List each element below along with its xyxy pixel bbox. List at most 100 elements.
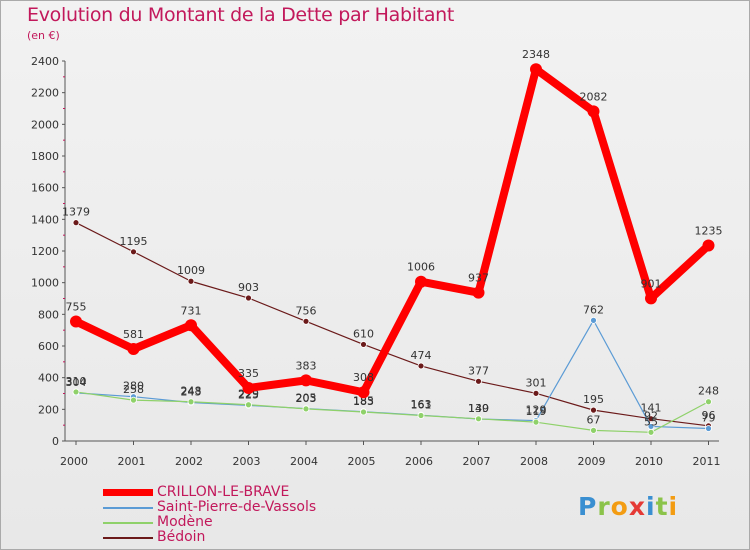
data-point [587, 105, 600, 118]
x-tick-label: 2011 [693, 455, 721, 468]
data-point [300, 374, 312, 387]
logo-letter: i [668, 492, 679, 521]
data-label: 96 [702, 409, 716, 422]
legend-label: Saint-Pierre-de-Vassols [157, 499, 317, 515]
data-point [302, 317, 310, 325]
chart-title: Evolution du Montant de la Dette par Hab… [27, 4, 455, 26]
data-label: 383 [296, 359, 317, 372]
data-label: 280 [123, 380, 144, 393]
data-label: 258 [123, 383, 144, 396]
data-point [647, 415, 655, 423]
data-label: 301 [526, 376, 547, 389]
x-tick-label: 2001 [118, 455, 146, 468]
y-tick-label: 1000 [31, 277, 59, 290]
data-point [185, 319, 197, 332]
x-tick-label: 2007 [463, 455, 491, 468]
data-label: 55 [644, 415, 658, 428]
x-tick-label: 2004 [290, 455, 318, 468]
data-point [245, 401, 252, 409]
data-label: 308 [353, 371, 374, 384]
data-point [475, 377, 482, 385]
data-point [130, 396, 137, 404]
x-tick-label: 2000 [60, 455, 88, 468]
y-tick-label: 1600 [31, 182, 59, 195]
x-tick-label: 2002 [175, 455, 203, 468]
data-label: 610 [353, 327, 374, 340]
line-chart: 0 200 400 600 800 1000 1200 1400 1600 1800 2000 220… [31, 48, 723, 468]
x-tick-label: 2008 [520, 455, 548, 468]
data-label: 139 [468, 402, 489, 415]
data-point [705, 425, 712, 432]
data-point [590, 406, 597, 414]
data-label: 1235 [695, 224, 723, 237]
data-label: 243 [181, 386, 202, 399]
data-point [647, 428, 655, 436]
data-label: 203 [296, 392, 317, 405]
data-point [360, 341, 367, 348]
legend-swatch [103, 507, 153, 509]
logo-letter: o [610, 492, 629, 521]
chart-unit: (en €) [27, 29, 60, 42]
logo-letter: r [597, 492, 611, 521]
data-label: 161 [411, 399, 432, 412]
data-label: 225 [238, 388, 259, 401]
data-point [415, 275, 427, 288]
data-point [245, 294, 252, 302]
data-label: 67 [587, 413, 601, 426]
data-point [645, 292, 657, 305]
data-point [187, 277, 195, 285]
x-tick-label: 2010 [635, 455, 663, 468]
data-point [532, 389, 540, 397]
data-label: 901 [641, 277, 662, 290]
data-point [242, 381, 255, 394]
data-point [417, 362, 425, 370]
series-line [72, 65, 713, 397]
data-point [705, 398, 712, 406]
data-point [590, 426, 597, 434]
data-label: 195 [583, 393, 604, 406]
y-tick-label: 2000 [31, 118, 59, 131]
data-label: 1195 [120, 235, 148, 248]
data-point [187, 398, 195, 406]
legend-swatch [103, 489, 153, 496]
data-label: 903 [238, 281, 259, 294]
data-point [475, 415, 482, 423]
data-point [72, 219, 80, 227]
data-point [127, 343, 140, 356]
data-label: 129 [526, 404, 547, 417]
y-tick-label: 800 [38, 308, 59, 321]
y-tick-label: 1400 [31, 213, 59, 226]
x-tick-label: 2009 [578, 455, 606, 468]
data-label: 2082 [580, 90, 608, 103]
data-point [72, 388, 80, 396]
legend-swatch [103, 522, 153, 524]
y-tick-label: 600 [38, 340, 59, 353]
data-label: 2348 [522, 48, 550, 61]
data-point [70, 315, 82, 328]
legend-item: Bédoin [103, 529, 363, 545]
data-point [360, 408, 367, 416]
legend-label: Bédoin [157, 529, 206, 545]
logo-letter: t [655, 492, 669, 521]
y-tick-label: 0 [52, 435, 59, 448]
data-label: 731 [181, 304, 202, 317]
data-label: 937 [468, 272, 489, 285]
data-point [472, 286, 485, 299]
legend: CRILLON-LE-BRAVE Saint-Pierre-de-Vassols M… [103, 484, 363, 545]
y-tick-label: 400 [38, 372, 59, 385]
data-point [357, 386, 370, 399]
data-point [532, 418, 540, 426]
series-line [75, 222, 710, 427]
logo-letter: x [628, 492, 646, 521]
data-label: 248 [698, 385, 719, 398]
data-label: 163 [411, 398, 432, 411]
data-label: 377 [468, 364, 489, 377]
logo-letter: P [578, 492, 598, 521]
y-tick-label: 1800 [31, 150, 59, 163]
y-tick-label: 1200 [31, 245, 59, 258]
data-label: 183 [353, 395, 374, 408]
data-label: 1009 [177, 264, 205, 277]
data-label: 1379 [62, 206, 90, 219]
data-label: 79 [702, 411, 716, 424]
data-label: 762 [583, 303, 604, 316]
